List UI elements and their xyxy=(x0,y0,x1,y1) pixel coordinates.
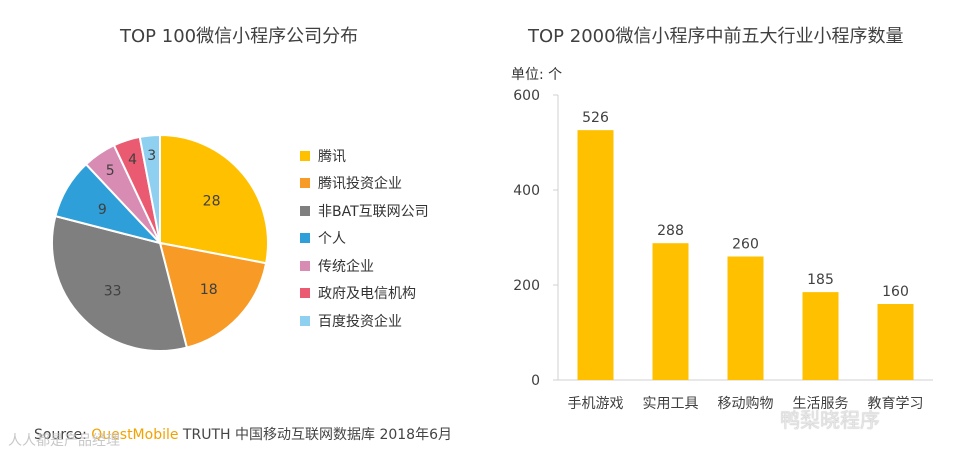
pie-slice-label: 28 xyxy=(203,193,221,209)
pie-slice xyxy=(51,214,189,352)
legend-item: 腾讯 xyxy=(300,142,429,170)
legend-swatch xyxy=(300,150,310,161)
pie-slice-label: 33 xyxy=(104,283,122,299)
legend-swatch xyxy=(300,205,310,216)
bar xyxy=(652,243,689,380)
bar-chart: 0 200 400 600 526 手机游戏 288 实用工具 260 移动购物 185 生活服务 16… xyxy=(513,88,933,412)
legend-item: 非BAT互联网公司 xyxy=(300,197,429,225)
legend-item: 个人 xyxy=(300,225,429,253)
pie-slice xyxy=(158,241,268,349)
bar xyxy=(727,256,764,380)
pie-chart-title: TOP 100微信小程序公司分布 xyxy=(120,26,359,47)
bar-chart-title: TOP 2000微信小程序中前五大行业小程序数量 xyxy=(528,26,904,47)
y-tick-label: 600 xyxy=(513,88,540,104)
y-tick-label: 400 xyxy=(513,183,540,199)
source-prefix: Source: xyxy=(34,427,92,443)
bar xyxy=(877,304,914,380)
legend-swatch xyxy=(300,315,310,326)
watermark-right: 鸭梨晓程序 xyxy=(780,408,880,432)
legend-label: 百度投资企业 xyxy=(318,313,402,330)
legend-label: 非BAT互联网公司 xyxy=(318,203,429,220)
legend-label: 腾讯 xyxy=(318,148,346,165)
pie-slice xyxy=(159,133,269,265)
legend-item: 政府及电信机构 xyxy=(300,280,429,308)
pie-chart: 28 18 33 9 54 3 xyxy=(51,133,269,352)
bar xyxy=(802,292,839,380)
bar-value-label: 260 xyxy=(732,237,759,253)
legend-item: 腾讯投资企业 xyxy=(300,170,429,198)
y-tick-label: 0 xyxy=(531,373,540,389)
legend-item: 传统企业 xyxy=(300,252,429,280)
pie-legend: 腾讯腾讯投资企业非BAT互联网公司 个人传统企业政府及电信机构 百度投资企业 xyxy=(300,142,429,335)
x-tick-label: 生活服务 xyxy=(793,396,849,412)
x-tick-label: 移动购物 xyxy=(718,396,774,412)
y-tick-label: 200 xyxy=(513,278,540,294)
pie-slice-label: 3 xyxy=(147,148,156,164)
watermark-left: 人人都是产品经理 xyxy=(8,433,120,449)
x-tick-label: 教育学习 xyxy=(868,396,924,412)
bar-value-label: 288 xyxy=(657,223,684,239)
legend-swatch xyxy=(300,178,310,189)
pie-slice-label: 5 xyxy=(106,163,115,179)
legend-swatch xyxy=(300,233,310,244)
pie-slice-label: 4 xyxy=(128,152,137,168)
pie-slice-label: 9 xyxy=(98,202,107,218)
bar-value-label: 160 xyxy=(882,284,909,300)
bar xyxy=(577,130,614,380)
x-tick-label: 手机游戏 xyxy=(568,396,624,412)
legend-label: 腾讯投资企业 xyxy=(318,176,402,193)
bar-value-label: 185 xyxy=(807,272,834,288)
source-brand: QuestMobile xyxy=(91,427,179,443)
legend-label: 政府及电信机构 xyxy=(318,286,416,303)
source-note: Source: QuestMobile TRUTH 中国移动互联网数据库 201… xyxy=(34,424,452,444)
source-rest: TRUTH 中国移动互联网数据库 2018年6月 xyxy=(178,427,452,443)
legend-item: 百度投资企业 xyxy=(300,307,429,335)
x-tick-label: 实用工具 xyxy=(643,396,699,412)
legend-swatch xyxy=(300,260,310,271)
pie-slice xyxy=(138,133,161,244)
legend-label: 个人 xyxy=(318,231,346,248)
bar-value-label: 526 xyxy=(582,110,609,126)
legend-label: 传统企业 xyxy=(318,258,374,275)
legend-swatch xyxy=(300,288,310,299)
pie-slice-label: 18 xyxy=(200,282,218,298)
bar-unit-label: 单位: 个 xyxy=(511,67,563,83)
